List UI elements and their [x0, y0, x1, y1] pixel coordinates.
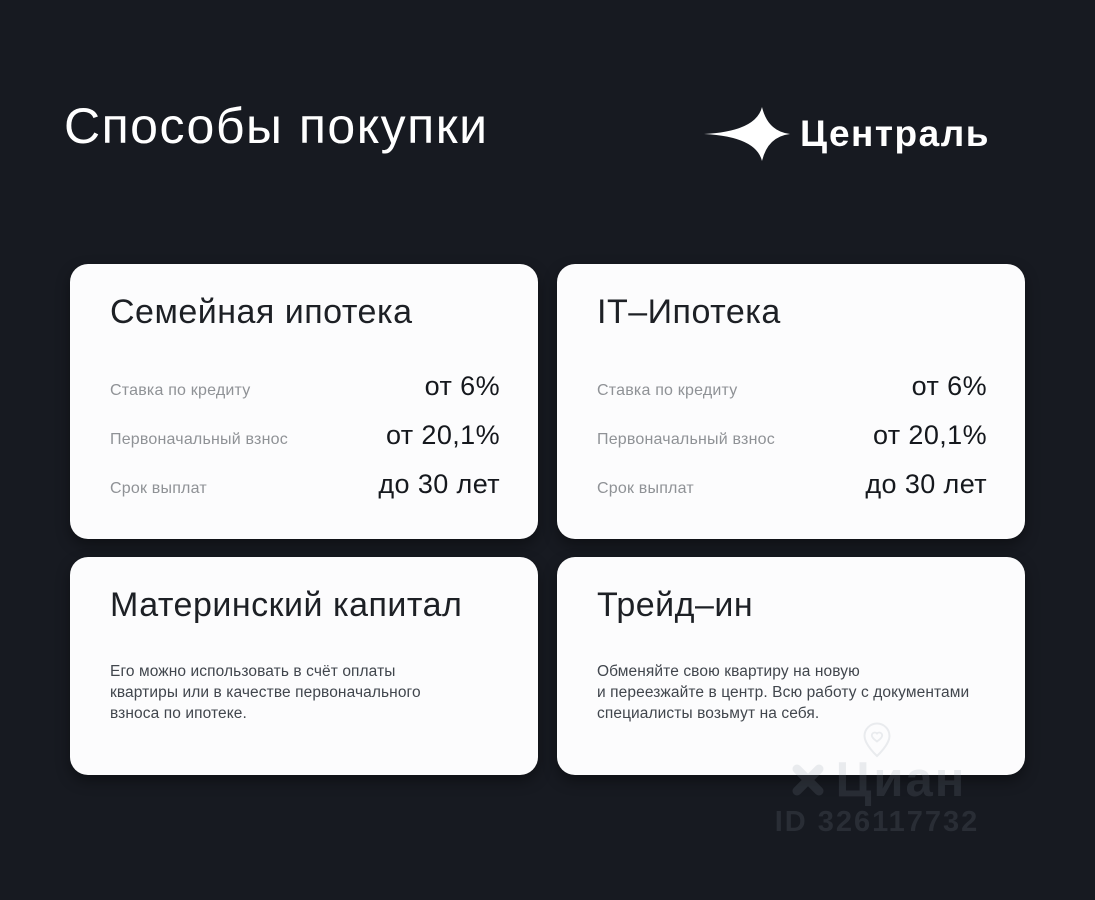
row-label: Срок выплат: [597, 480, 694, 497]
card-title: Материнский капитал: [110, 586, 463, 624]
card-title: Трейд–ин: [597, 586, 754, 624]
card-rows: Ставка по кредиту от 6% Первоначальный в…: [110, 370, 500, 500]
row-payment-term: Срок выплат до 30 лет: [597, 468, 987, 500]
card-it-mortgage: IT–Ипотека Ставка по кредиту от 6% Перво…: [557, 264, 1025, 539]
brand-name: Централь: [800, 113, 990, 154]
brand-logo: Централь: [702, 102, 990, 166]
card-rows: Ставка по кредиту от 6% Первоначальный в…: [597, 370, 987, 500]
row-value: от 20,1%: [385, 420, 500, 450]
card-title: Семейная ипотека: [110, 293, 413, 331]
watermark-id: ID 326117732: [774, 806, 980, 838]
card-title: IT–Ипотека: [597, 293, 781, 331]
card-family-mortgage: Семейная ипотека Ставка по кредиту от 6%…: [70, 264, 538, 539]
card-description: Его можно использовать в счёт оплаты ква…: [110, 663, 421, 722]
cards-grid: Семейная ипотека Ставка по кредиту от 6%…: [70, 264, 1025, 775]
row-label: Срок выплат: [110, 480, 207, 497]
row-label: Ставка по кредиту: [110, 382, 251, 399]
row-label: Первоначальный взнос: [110, 431, 288, 448]
page-title: Способы покупки: [64, 98, 489, 154]
card-trade-in: Трейд–ин Обменяйте свою квартиру на нову…: [557, 557, 1025, 775]
row-value: от 6%: [424, 371, 500, 401]
row-value: от 20,1%: [872, 420, 987, 450]
row-loan-rate: Ставка по кредиту от 6%: [110, 370, 500, 402]
row-loan-rate: Ставка по кредиту от 6%: [597, 370, 987, 402]
sparkle-icon: [704, 107, 790, 161]
row-down-payment: Первоначальный взнос от 20,1%: [597, 419, 987, 451]
row-value: до 30 лет: [378, 469, 500, 499]
row-down-payment: Первоначальный взнос от 20,1%: [110, 419, 500, 451]
row-payment-term: Срок выплат до 30 лет: [110, 468, 500, 500]
row-label: Ставка по кредиту: [597, 382, 738, 399]
card-maternity-capital: Материнский капитал Его можно использова…: [70, 557, 538, 775]
row-value: до 30 лет: [865, 469, 987, 499]
card-description: Обменяйте свою квартиру на новую и перее…: [597, 663, 970, 722]
row-value: от 6%: [911, 371, 987, 401]
row-label: Первоначальный взнос: [597, 431, 775, 448]
